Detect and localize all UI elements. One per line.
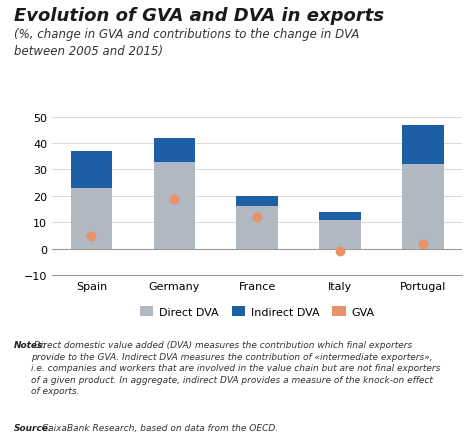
Bar <box>71 188 112 249</box>
Point <box>419 240 427 247</box>
Bar <box>319 220 361 249</box>
Legend: Direct DVA, Indirect DVA, GVA: Direct DVA, Indirect DVA, GVA <box>136 302 379 322</box>
Text: Notes:: Notes: <box>14 341 47 350</box>
Bar <box>237 197 278 207</box>
Bar <box>71 151 112 188</box>
Text: (%, change in GVA and contributions to the change in DVA
between 2005 and 2015): (%, change in GVA and contributions to t… <box>14 28 360 58</box>
Bar <box>237 207 278 249</box>
Text: Source:: Source: <box>14 423 53 432</box>
Bar <box>154 162 195 249</box>
Point <box>88 233 95 240</box>
Text: Evolution of GVA and DVA in exports: Evolution of GVA and DVA in exports <box>14 7 384 24</box>
Bar <box>402 165 444 249</box>
Text: Direct domestic value added (DVA) measures the contribution which final exporter: Direct domestic value added (DVA) measur… <box>31 341 440 395</box>
Point <box>336 248 344 255</box>
Point <box>171 196 178 203</box>
Bar <box>154 138 195 162</box>
Bar <box>402 125 444 165</box>
Bar <box>319 212 361 220</box>
Point <box>253 214 261 221</box>
Text: CaixaBank Research, based on data from the OECD.: CaixaBank Research, based on data from t… <box>39 423 278 432</box>
